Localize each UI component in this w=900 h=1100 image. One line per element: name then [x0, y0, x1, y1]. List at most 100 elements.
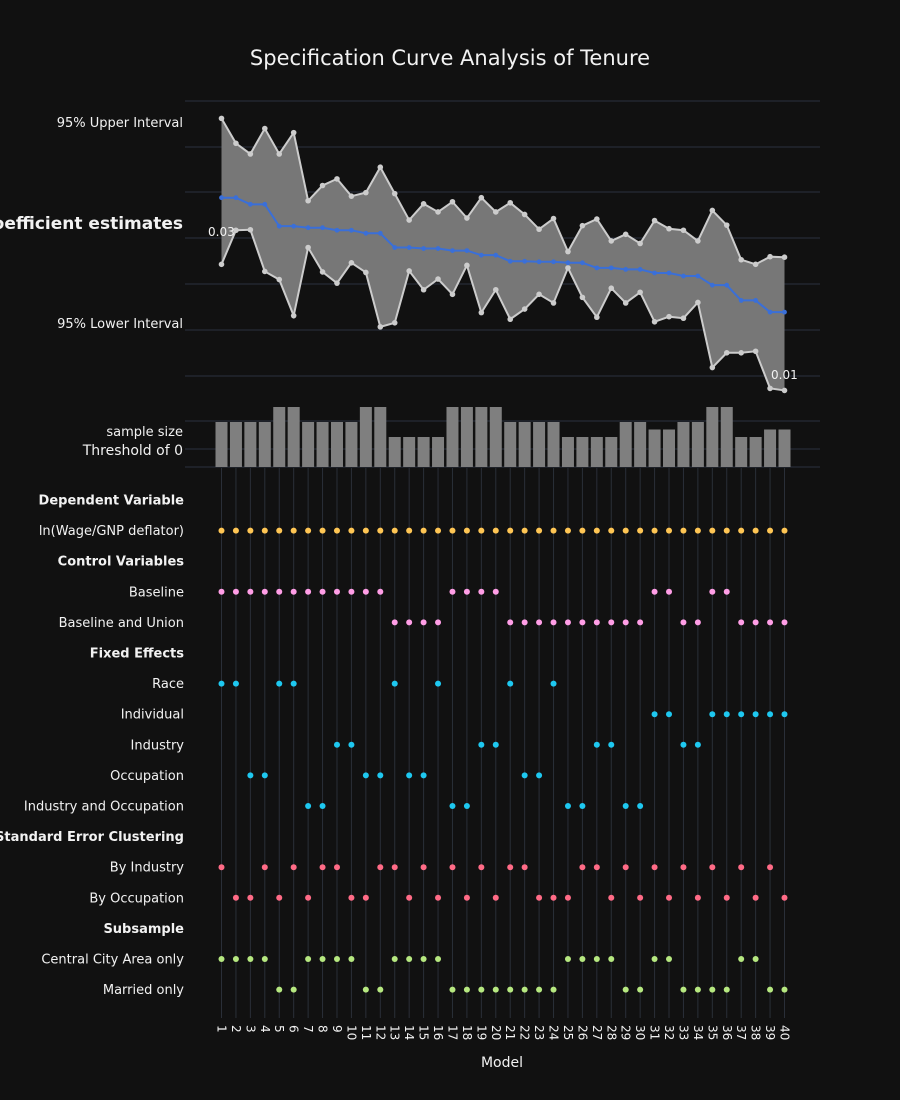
- spec-dot: [637, 803, 643, 809]
- x-tick-label: 11: [359, 1025, 373, 1040]
- spec-dot: [753, 895, 759, 901]
- lower-point: [349, 260, 355, 266]
- x-tick-label: 22: [518, 1025, 532, 1040]
- x-tick-label: 21: [503, 1025, 517, 1040]
- sample-size-bar: [576, 437, 588, 467]
- spec-dot: [262, 528, 268, 534]
- upper-point: [479, 195, 485, 201]
- spec-dot: [623, 987, 629, 993]
- lower-point: [565, 265, 571, 271]
- spec-dot: [680, 619, 686, 625]
- x-tick-label: 8: [316, 1025, 330, 1033]
- upper-point: [681, 227, 687, 233]
- upper-point: [421, 201, 427, 207]
- sample-size-bar: [764, 430, 776, 468]
- spec-dot: [709, 711, 715, 717]
- estimate-point: [349, 228, 354, 233]
- spec-dot: [449, 528, 455, 534]
- spec-dot: [348, 956, 354, 962]
- sample-size-bar: [519, 422, 531, 467]
- lower-point: [637, 289, 643, 295]
- spec-dot: [551, 528, 557, 534]
- upper-point: [767, 254, 773, 260]
- lower-point: [681, 315, 687, 321]
- spec-dot: [219, 528, 225, 534]
- sample-size-bar: [288, 407, 300, 467]
- sample-size-bar: [677, 422, 689, 467]
- estimate-point: [724, 283, 729, 288]
- spec-dot: [767, 987, 773, 993]
- x-tick-label: 10: [344, 1025, 358, 1040]
- x-tick-label: 27: [590, 1025, 604, 1040]
- sample-size-bar: [649, 430, 661, 468]
- spec-dot: [363, 528, 369, 534]
- sample-size-bar: [504, 422, 516, 467]
- upper-point: [305, 198, 311, 204]
- spec-dot: [377, 589, 383, 595]
- spec-dot: [782, 987, 788, 993]
- x-tick-labels: 1 2 3 4 5 6 7 8 9 10 11 12 13 14 15 16 17 18 19 20 21 22 23 24 2…: [215, 1025, 792, 1040]
- spec-dot: [608, 956, 614, 962]
- row-label: Married only: [103, 983, 184, 998]
- spec-dot: [421, 619, 427, 625]
- spec-dot: [666, 589, 672, 595]
- spec-dot: [276, 895, 282, 901]
- spec-dot: [305, 803, 311, 809]
- upper-point: [233, 140, 239, 146]
- spec-dot: [767, 864, 773, 870]
- sample-size-bar: [345, 422, 357, 467]
- lower-point: [406, 268, 412, 274]
- spec-dot: [348, 528, 354, 534]
- spec-dot: [421, 528, 427, 534]
- row-label: Race: [152, 677, 184, 692]
- spec-dot: [493, 987, 499, 993]
- spec-dot: [782, 895, 788, 901]
- spec-dot: [522, 864, 528, 870]
- spec-dot: [680, 742, 686, 748]
- spec-dot: [291, 681, 297, 687]
- sample-size-bar: [432, 437, 444, 467]
- estimate-point: [551, 259, 556, 264]
- spec-dot: [334, 742, 340, 748]
- estimate-point: [248, 202, 253, 207]
- spec-dot: [449, 589, 455, 595]
- estimate-point: [652, 271, 657, 276]
- spec-dot: [435, 619, 441, 625]
- spec-dot: [320, 956, 326, 962]
- x-tick-label: 7: [301, 1025, 315, 1033]
- spec-dot: [392, 864, 398, 870]
- spec-dot: [738, 864, 744, 870]
- upper-point: [377, 164, 383, 170]
- estimate-point: [219, 195, 224, 200]
- spec-dot: [680, 528, 686, 534]
- spec-dot: [709, 864, 715, 870]
- spec-dot: [565, 803, 571, 809]
- last-value-label: 0.01: [771, 368, 798, 382]
- spec-dot: [608, 619, 614, 625]
- spec-dot: [507, 864, 513, 870]
- x-tick-label: 32: [662, 1025, 676, 1040]
- x-tick-label: 25: [561, 1025, 575, 1040]
- spec-dot: [579, 619, 585, 625]
- spec-dot: [233, 956, 239, 962]
- lower-point: [363, 270, 369, 276]
- spec-dot: [522, 772, 528, 778]
- estimate-point: [291, 224, 296, 229]
- spec-dot: [247, 528, 253, 534]
- sample-size-bar: [533, 422, 545, 467]
- spec-dot: [348, 589, 354, 595]
- sample-size-bar: [461, 407, 473, 467]
- x-tick-label: 26: [575, 1025, 589, 1040]
- spec-dot: [478, 528, 484, 534]
- spec-dot: [695, 987, 701, 993]
- spec-dot: [579, 864, 585, 870]
- spec-dot: [291, 864, 297, 870]
- upper-point: [507, 200, 513, 206]
- threshold-label: Threshold of 0: [82, 443, 183, 459]
- upper-point: [594, 216, 600, 222]
- spec-dot: [406, 895, 412, 901]
- lower-point: [782, 388, 788, 394]
- spec-dot: [565, 528, 571, 534]
- estimate-point: [753, 298, 758, 303]
